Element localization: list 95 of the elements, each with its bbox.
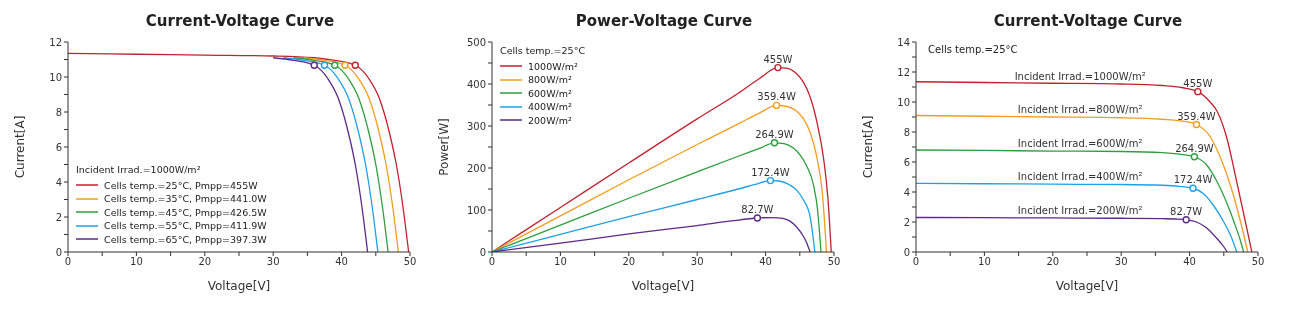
x-tick-label: 40 bbox=[335, 256, 348, 268]
point bbox=[1192, 120, 1201, 129]
x-tick-label: 0 bbox=[64, 256, 72, 268]
line-series bbox=[916, 216, 1228, 252]
y-tick-label: 12 bbox=[49, 36, 62, 48]
point bbox=[770, 139, 779, 147]
x-axis-title: Voltage[V] bbox=[207, 279, 271, 293]
x-tick-label: 0 bbox=[912, 256, 920, 268]
point bbox=[1194, 87, 1202, 96]
x-tick-label: 20 bbox=[622, 256, 636, 268]
chart-title: Current-Voltage Curve bbox=[144, 11, 336, 32]
y-axis-title: Current[A] bbox=[861, 115, 876, 179]
y-tick-label: 300 bbox=[466, 120, 486, 132]
series-label: Incident Irrad.=200W/m² bbox=[1017, 205, 1143, 217]
legend-label: 400W/m² bbox=[528, 100, 572, 114]
y-tick-label: 14 bbox=[897, 36, 910, 48]
x-tick-label: 50 bbox=[827, 256, 841, 268]
line-series bbox=[293, 57, 389, 252]
annotation: Cells temp.=25°C bbox=[928, 44, 1018, 55]
chart-title: Current-Voltage Curve bbox=[992, 11, 1184, 32]
annotation: 82.7W bbox=[741, 203, 774, 215]
y-axis-title: Current[A] bbox=[13, 115, 28, 179]
x-tick-label: 30 bbox=[1114, 256, 1128, 268]
legend-label: Cells temp.=65°C, Pmpp=397.3W bbox=[104, 232, 267, 246]
annotation: 359.4W bbox=[1177, 110, 1216, 122]
series-label: Incident Irrad.=600W/m² bbox=[1017, 138, 1143, 150]
y-tick-label: 200 bbox=[466, 162, 486, 174]
x-tick-label: 30 bbox=[266, 256, 280, 268]
line-series bbox=[916, 81, 1253, 252]
point bbox=[1182, 216, 1190, 224]
line-series bbox=[916, 182, 1238, 252]
line-series bbox=[272, 57, 369, 252]
x-tick-label: 20 bbox=[198, 256, 212, 268]
y-tick-label: 10 bbox=[897, 96, 910, 108]
annotation: 455W bbox=[1183, 77, 1213, 89]
annotation: 359.4W bbox=[757, 91, 796, 103]
y-tick-label: 500 bbox=[466, 36, 486, 48]
x-axis-title: Voltage[V] bbox=[631, 279, 695, 293]
x-tick-label: 10 bbox=[978, 256, 991, 268]
series-label: Incident Irrad.=1000W/m² bbox=[1014, 70, 1146, 82]
y-tick-label: 8 bbox=[55, 106, 62, 118]
legend-label: Cells temp.=45°C, Pmpp=426.5W bbox=[104, 205, 267, 219]
x-tick-label: 20 bbox=[1046, 256, 1060, 268]
y-tick-label: 2 bbox=[55, 211, 62, 223]
y-tick-label: 10 bbox=[49, 71, 62, 83]
y-tick-label: 2 bbox=[903, 216, 910, 228]
point bbox=[774, 63, 782, 72]
legend-label: Cells temp.=55°C, Pmpp=411.9W bbox=[104, 219, 267, 233]
y-tick-label: 400 bbox=[466, 78, 486, 90]
x-tick-label: 50 bbox=[403, 256, 417, 268]
y-tick-label: 4 bbox=[55, 176, 62, 188]
x-tick-label: 50 bbox=[1251, 256, 1265, 268]
line-series bbox=[282, 57, 379, 252]
y-axis-title: Power[W] bbox=[437, 118, 452, 176]
legend-title: Incident Irrad.=1000W/m² bbox=[76, 163, 202, 177]
legend-label: 800W/m² bbox=[528, 73, 572, 87]
x-tick-label: 40 bbox=[1183, 256, 1196, 268]
y-tick-label: 0 bbox=[479, 246, 486, 258]
y-tick-label: 6 bbox=[55, 141, 62, 153]
y-tick-label: 0 bbox=[55, 246, 62, 258]
x-tick-label: 40 bbox=[759, 256, 772, 268]
y-tick-label: 6 bbox=[903, 156, 910, 168]
legend-label: Cells temp.=35°C, Pmpp=441.0W bbox=[104, 192, 267, 206]
legend-title: Cells temp.=25°C bbox=[500, 44, 586, 58]
point bbox=[766, 176, 775, 185]
annotation: 172.4W bbox=[751, 166, 790, 178]
legend-label: 600W/m² bbox=[528, 86, 572, 100]
x-tick-label: 0 bbox=[488, 256, 496, 268]
y-tick-label: 100 bbox=[466, 204, 486, 216]
series-label: Incident Irrad.=800W/m² bbox=[1017, 104, 1143, 116]
y-tick-label: 8 bbox=[903, 126, 910, 138]
legend-label: 1000W/m² bbox=[528, 59, 578, 73]
x-tick-label: 30 bbox=[690, 256, 704, 268]
point bbox=[753, 214, 762, 222]
annotation: 172.4W bbox=[1173, 174, 1213, 186]
point bbox=[772, 101, 781, 110]
annotation: 264.9W bbox=[1175, 142, 1214, 154]
x-tick-label: 10 bbox=[554, 256, 567, 268]
annotation: 264.9W bbox=[755, 128, 794, 140]
line-series bbox=[492, 179, 816, 252]
annotation: 82.7W bbox=[1170, 205, 1203, 217]
legend-label: Cells temp.=25°C, Pmpp=455W bbox=[104, 178, 258, 192]
y-tick-label: 0 bbox=[903, 246, 910, 258]
legend-label: 200W/m² bbox=[528, 113, 572, 127]
y-tick-label: 12 bbox=[897, 66, 910, 78]
series-label: Incident Irrad.=400W/m² bbox=[1017, 171, 1143, 183]
x-axis-title: Voltage[V] bbox=[1055, 279, 1119, 293]
x-tick-label: 10 bbox=[130, 256, 143, 268]
y-tick-label: 4 bbox=[903, 186, 910, 198]
line-series bbox=[916, 114, 1249, 252]
point bbox=[1190, 153, 1199, 161]
line-series bbox=[303, 57, 400, 252]
chart-title: Power-Voltage Curve bbox=[574, 11, 754, 32]
point bbox=[1189, 184, 1197, 192]
annotation: 455W bbox=[763, 53, 793, 65]
